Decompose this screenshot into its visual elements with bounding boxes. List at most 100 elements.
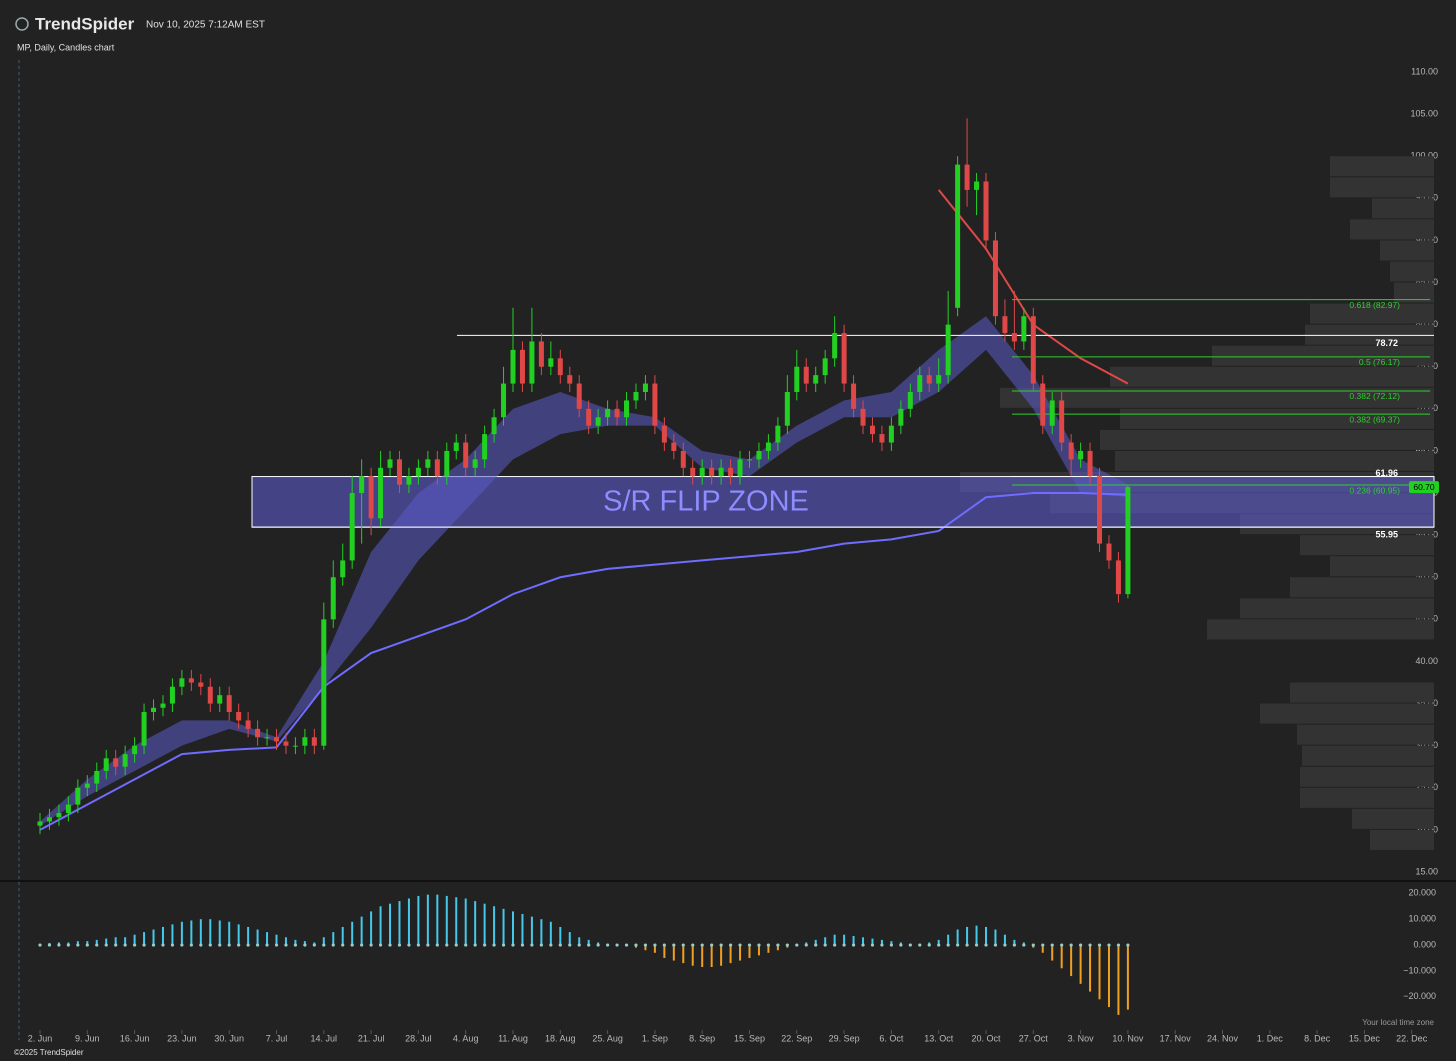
- osc-dot: [833, 943, 837, 947]
- candle-body: [113, 758, 119, 767]
- osc-dot: [908, 943, 912, 947]
- osc-dot: [719, 943, 723, 947]
- volume-profile-bar: [1000, 387, 1434, 408]
- osc-dot: [454, 943, 458, 947]
- candle-body: [860, 408, 866, 426]
- osc-tick-label: 0.000: [1413, 939, 1436, 949]
- volume-profile-bar: [1310, 303, 1434, 324]
- osc-dot: [1079, 943, 1083, 947]
- x-tick-label: 15. Dec: [1349, 1033, 1381, 1043]
- candle-body: [472, 459, 478, 468]
- candle-body: [396, 459, 402, 485]
- osc-dot: [1022, 943, 1026, 947]
- candle-body: [832, 333, 838, 359]
- candle-body: [245, 720, 251, 729]
- candle-body: [851, 383, 857, 409]
- candle-body: [141, 712, 147, 746]
- volume-profile-bar: [1240, 598, 1434, 619]
- osc-dot: [1069, 943, 1073, 947]
- candle-body: [132, 745, 138, 755]
- candle-body: [1049, 400, 1055, 426]
- osc-dot: [653, 943, 657, 947]
- x-tick-label: 20. Oct: [971, 1033, 1001, 1043]
- candle-body: [1002, 316, 1008, 334]
- fib-label: 0.382 (69.37): [1349, 414, 1400, 424]
- osc-dot: [1116, 943, 1121, 947]
- x-tick-label: 2. Jun: [28, 1033, 53, 1043]
- osc-dot: [123, 943, 127, 947]
- osc-dot: [889, 943, 894, 947]
- candle-body: [519, 349, 525, 384]
- x-tick-label: 10. Nov: [1112, 1033, 1144, 1043]
- osc-dot: [407, 943, 411, 947]
- candle-body: [198, 682, 204, 687]
- candle-body: [841, 333, 847, 384]
- x-tick-label: 16. Jun: [120, 1033, 150, 1043]
- osc-dot: [615, 943, 619, 947]
- timezone-note: Your local time zone: [1362, 1018, 1434, 1027]
- osc-tick-label: −20.000: [1403, 991, 1436, 1001]
- volume-profile-bar: [1260, 703, 1434, 724]
- x-tick-label: 11. Aug: [498, 1033, 528, 1043]
- candle-body: [1115, 560, 1121, 595]
- osc-dot: [823, 943, 827, 947]
- timestamp: Nov 10, 2025 7:12AM EST: [146, 20, 265, 31]
- y-tick-label: 105.00: [1410, 108, 1438, 118]
- brand: TrendSpider: [35, 14, 135, 33]
- candle-body: [567, 375, 573, 384]
- osc-dot: [360, 943, 364, 947]
- candle-body: [415, 467, 421, 477]
- volume-profile-bar: [1330, 156, 1434, 177]
- candle-body: [586, 408, 592, 426]
- candle-body: [1087, 450, 1093, 477]
- osc-dot: [738, 943, 742, 947]
- osc-dot: [237, 943, 241, 947]
- candle-body: [387, 459, 393, 468]
- x-tick-label: 15. Sep: [734, 1033, 765, 1043]
- osc-dot: [246, 943, 250, 947]
- candle-body: [974, 181, 980, 190]
- y-tick-label: 110.00: [1411, 66, 1438, 76]
- candle-body: [718, 467, 724, 477]
- volume-profile-bar: [1302, 745, 1434, 766]
- fib-label: 0.618 (82.97): [1349, 300, 1400, 310]
- candle-body: [945, 324, 951, 376]
- candle-body: [1021, 316, 1027, 342]
- y-tick-label: 75.00: [1415, 361, 1438, 371]
- volume-profile-bar: [1207, 619, 1434, 640]
- osc-dot: [870, 943, 875, 947]
- candle-body: [1106, 543, 1112, 561]
- y-tick-label: 90.00: [1415, 235, 1438, 245]
- osc-dot: [142, 943, 146, 947]
- volume-profile-bar: [1390, 261, 1434, 282]
- volume-profile-bar: [1380, 240, 1434, 261]
- osc-dot: [1088, 943, 1092, 947]
- x-tick-label: 27. Oct: [1019, 1033, 1049, 1043]
- volume-profile-bar: [1372, 198, 1434, 219]
- y-tick-label: 55.00: [1415, 530, 1438, 540]
- osc-dot: [38, 943, 42, 947]
- osc-dot: [974, 943, 979, 947]
- osc-dot: [549, 943, 553, 947]
- candle-body: [122, 754, 128, 767]
- candle-body: [557, 358, 563, 376]
- candle-body: [699, 467, 705, 477]
- candle-body: [264, 737, 270, 739]
- logo: [15, 17, 29, 31]
- candle-body: [94, 770, 100, 784]
- osc-dot: [984, 943, 988, 947]
- candle-body: [349, 493, 355, 561]
- candle-body: [936, 375, 942, 384]
- x-tick-label: 21. Jul: [358, 1033, 385, 1043]
- osc-dot: [76, 943, 80, 947]
- candle-body: [747, 459, 752, 461]
- osc-dot: [255, 943, 260, 947]
- candle-body: [605, 408, 611, 418]
- x-tick-label: 3. Nov: [1068, 1033, 1095, 1043]
- osc-dot: [397, 943, 402, 947]
- volume-profile-bar: [1300, 766, 1434, 787]
- osc-dot: [66, 943, 70, 947]
- osc-dot: [464, 943, 468, 947]
- fib-label: 0.236 (60.95): [1349, 485, 1400, 495]
